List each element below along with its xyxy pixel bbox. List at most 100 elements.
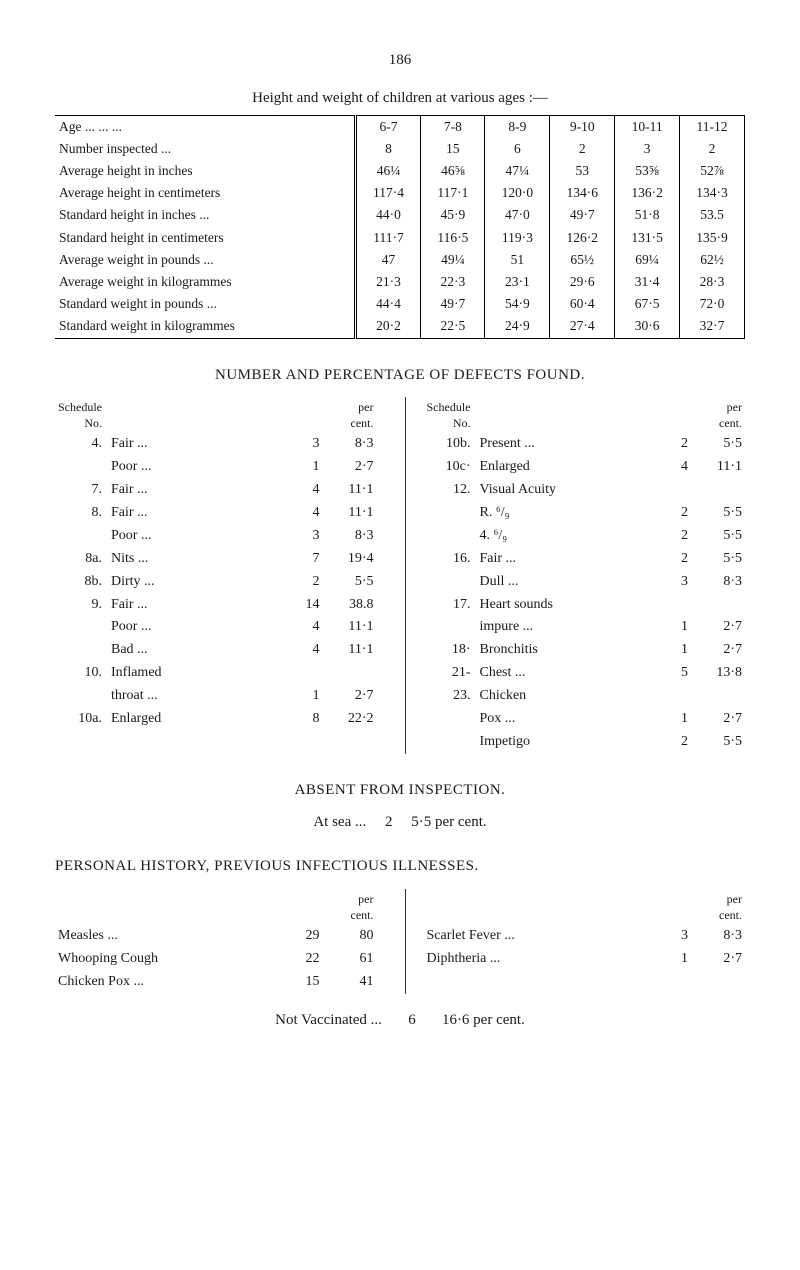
page-number: 186	[55, 50, 745, 70]
hw-row-label: Standard height in inches ...	[55, 204, 355, 226]
row-no: 8.	[55, 502, 108, 525]
hist-name: Measles ...	[55, 925, 281, 948]
row-no: 17.	[424, 594, 477, 617]
row-n: 2	[649, 548, 691, 571]
row-pc	[691, 685, 745, 708]
hw-row-label: Average height in centimeters	[55, 182, 355, 204]
row-name: Fair ...	[108, 433, 281, 456]
row-name: Present ...	[477, 433, 650, 456]
row-no	[424, 525, 477, 548]
row-pc: 5·5	[691, 502, 745, 525]
hw-cell: 27·4	[550, 315, 615, 338]
row-pc: 5·5	[691, 548, 745, 571]
absent-row: At sea ... 2 5·5 per cent.	[55, 812, 745, 832]
hw-cell: 9-10	[550, 115, 615, 138]
hw-cell: 53	[550, 160, 615, 182]
row-no: 10b.	[424, 433, 477, 456]
hw-cell: 30·6	[615, 315, 680, 338]
row-no	[424, 502, 477, 525]
row-name: Impetigo	[477, 731, 650, 754]
hw-cell: 53⅝	[615, 160, 680, 182]
row-no	[55, 616, 108, 639]
absent-n: 2	[385, 814, 393, 830]
hw-cell: 29·6	[550, 271, 615, 293]
absent-name: At sea ...	[313, 814, 366, 830]
hw-cell: 49·7	[421, 293, 485, 315]
height-weight-table: Age ... ... ...6-77-88-99-1010-1111-12Nu…	[55, 115, 745, 339]
row-pc: 2·7	[691, 708, 745, 731]
hw-cell: 49·7	[550, 204, 615, 226]
row-no: 9.	[55, 594, 108, 617]
row-no: 8b.	[55, 571, 108, 594]
row-n: 5	[649, 662, 691, 685]
hist-n: 3	[649, 925, 691, 948]
history-footer: Not Vaccinated ... 6 16·6 per cent.	[55, 1010, 745, 1030]
row-name: R. ⁶/₉	[477, 502, 650, 525]
row-name: Enlarged	[108, 708, 281, 731]
row-no: 21-	[424, 662, 477, 685]
hw-cell: 136·2	[615, 182, 680, 204]
row-name: Fair ...	[477, 548, 650, 571]
hist-pc: 80	[323, 925, 377, 948]
row-no	[55, 456, 108, 479]
hist-n: 22	[281, 948, 323, 971]
row-no	[55, 525, 108, 548]
history-left: percent. Measles ...2980Whooping Cough22…	[55, 889, 377, 994]
row-no	[424, 616, 477, 639]
row-pc: 5·5	[323, 571, 377, 594]
hw-cell: 117·4	[355, 182, 421, 204]
hw-row-label: Average weight in kilogrammes	[55, 271, 355, 293]
row-name: Dull ...	[477, 571, 650, 594]
row-n	[649, 594, 691, 617]
row-n: 2	[649, 502, 691, 525]
row-name: Visual Acuity	[477, 479, 650, 502]
row-no: 23.	[424, 685, 477, 708]
hw-cell: 23·1	[485, 271, 550, 293]
row-no: 10.	[55, 662, 108, 685]
hw-cell: 7-8	[421, 115, 485, 138]
hw-row-label: Average height in inches	[55, 160, 355, 182]
hw-cell: 2	[680, 138, 745, 160]
row-pc: 11·1	[323, 502, 377, 525]
hw-cell: 22·5	[421, 315, 485, 338]
hw-cell: 24·9	[485, 315, 550, 338]
row-n: 3	[649, 571, 691, 594]
row-pc: 13·8	[691, 662, 745, 685]
hdr-schedule-no-r: ScheduleNo.	[424, 397, 477, 433]
row-n: 7	[281, 548, 323, 571]
row-no	[424, 731, 477, 754]
absent-title: ABSENT FROM INSPECTION.	[55, 780, 745, 800]
row-n: 1	[649, 639, 691, 662]
hw-row-label: Standard weight in pounds ...	[55, 293, 355, 315]
hw-cell: 47·0	[485, 204, 550, 226]
hw-cell: 49¼	[421, 249, 485, 271]
hw-cell: 8	[355, 138, 421, 160]
hdr-per-hist-l: percent.	[323, 889, 377, 925]
row-n: 1	[649, 616, 691, 639]
row-name: throat ...	[108, 685, 281, 708]
row-name: Bad ...	[108, 639, 281, 662]
hw-cell: 134·6	[550, 182, 615, 204]
row-name: Heart sounds	[477, 594, 650, 617]
hdr-per-hist-r: percent.	[691, 889, 745, 925]
row-name: Fair ...	[108, 594, 281, 617]
hw-cell: 44·0	[355, 204, 421, 226]
row-name: 4. ⁶/₉	[477, 525, 650, 548]
hw-cell: 6-7	[355, 115, 421, 138]
row-name: Fair ...	[108, 502, 281, 525]
row-pc	[323, 662, 377, 685]
hist-pc: 8·3	[691, 925, 745, 948]
row-name: Dirty ...	[108, 571, 281, 594]
footer-label: Not Vaccinated ...	[275, 1012, 382, 1028]
row-no: 16.	[424, 548, 477, 571]
hw-cell: 111·7	[355, 227, 421, 249]
hw-cell: 47	[355, 249, 421, 271]
row-no	[424, 571, 477, 594]
row-name: Fair ...	[108, 479, 281, 502]
row-name: Poor ...	[108, 456, 281, 479]
row-pc: 2·7	[691, 616, 745, 639]
row-name: Poor ...	[108, 525, 281, 548]
hw-cell: 22·3	[421, 271, 485, 293]
row-pc	[691, 594, 745, 617]
row-no: 12.	[424, 479, 477, 502]
